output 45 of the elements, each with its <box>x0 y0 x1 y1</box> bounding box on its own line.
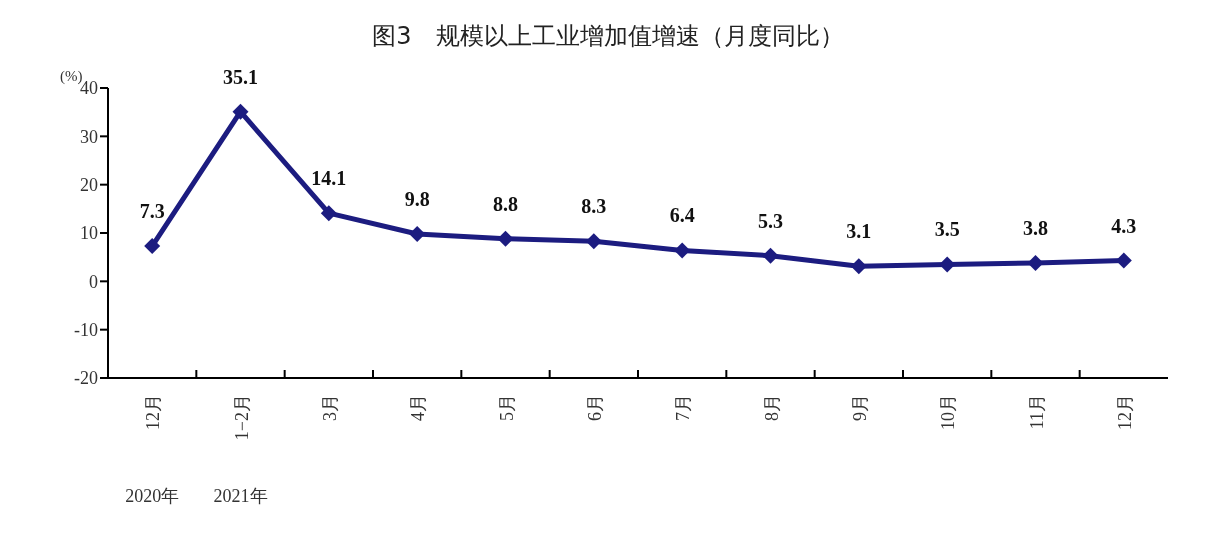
point <box>320 205 337 222</box>
point <box>144 238 161 255</box>
x-tick-label: 11月 <box>1026 394 1047 430</box>
point <box>585 233 602 250</box>
point <box>850 258 867 275</box>
y-tick-label: 10 <box>80 223 98 244</box>
point <box>939 256 956 273</box>
x-tick-label: 3月 <box>319 394 340 421</box>
data-label: 8.8 <box>493 192 518 215</box>
data-label: 6.4 <box>669 204 695 227</box>
point <box>1027 254 1044 271</box>
data-label: 9.8 <box>404 187 430 210</box>
x-tick-label: 6月 <box>584 394 605 421</box>
x-tick-label: 12月 <box>143 394 164 430</box>
data-label: 5.3 <box>758 209 783 232</box>
y-tick-label: -20 <box>74 368 98 389</box>
x-tick-label: 10月 <box>938 394 959 430</box>
point <box>674 242 691 259</box>
y-tick-label: 20 <box>80 175 98 196</box>
y-tick-label: -10 <box>74 320 98 341</box>
data-label: 35.1 <box>223 65 258 88</box>
y-tick-label: 0 <box>89 271 98 292</box>
x-tick-label: 12月 <box>1114 394 1135 430</box>
y-axis-title: (%) <box>60 68 83 84</box>
point <box>762 247 779 264</box>
data-label: 3.1 <box>846 220 872 243</box>
data-label: 3.8 <box>1023 216 1048 239</box>
x-tick-label: 5月 <box>496 394 517 421</box>
point <box>232 103 249 120</box>
data-label: 4.3 <box>1111 214 1137 237</box>
data-label: 3.5 <box>934 218 960 241</box>
data-label: 7.3 <box>139 200 165 223</box>
data-label: 8.3 <box>581 195 607 218</box>
text: 2020年 <box>124 485 181 508</box>
chart-title: 图3 规模以上工业增加值增速（月度同比） <box>371 21 845 52</box>
x-tick-label: 1−2月 <box>231 394 252 441</box>
y-tick-label: 30 <box>80 126 98 147</box>
point <box>1115 252 1132 269</box>
point <box>497 230 514 247</box>
x-tick-label: 9月 <box>849 394 870 421</box>
text: 2021年 <box>212 485 269 508</box>
x-tick-label: 8月 <box>761 394 782 421</box>
x-tick-label: 7月 <box>673 394 694 421</box>
data-label: 14.1 <box>311 167 347 190</box>
x-tick-label: 4月 <box>408 394 429 421</box>
